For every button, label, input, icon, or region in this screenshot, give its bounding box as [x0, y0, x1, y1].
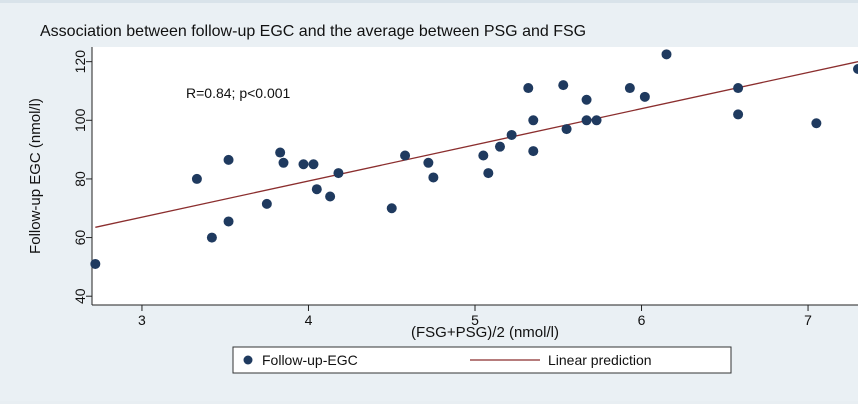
data-point: [386, 203, 397, 214]
y-ticks: 40 60 80 100 120: [72, 50, 92, 304]
data-point: [223, 216, 234, 227]
data-point: [308, 159, 319, 170]
linear-prediction-series: [95, 61, 858, 228]
legend: Follow-up-EGC Linear prediction: [232, 346, 732, 374]
data-point: [639, 91, 650, 102]
y-tick-label: 100: [72, 108, 88, 132]
data-point: [506, 129, 517, 140]
linear-prediction-line: [95, 61, 858, 228]
data-point: [325, 191, 336, 202]
data-point: [523, 83, 534, 94]
data-point: [581, 94, 592, 105]
chart-title: Association between follow-up EGC and th…: [40, 23, 586, 40]
data-point: [400, 150, 411, 161]
data-point: [191, 173, 202, 184]
data-point: [275, 147, 286, 158]
x-tick-label: 6: [638, 312, 646, 328]
data-point: [733, 83, 744, 94]
y-tick-label: 60: [72, 230, 88, 246]
data-point: [223, 154, 234, 165]
data-point: [478, 150, 489, 161]
data-point: [558, 80, 569, 91]
data-point: [581, 115, 592, 126]
data-point: [298, 159, 309, 170]
x-tick-label: 7: [804, 312, 812, 328]
data-point: [811, 118, 822, 129]
x-ticks: 3 4 5 6 7: [138, 305, 812, 328]
correlation-annotation: R=0.84; p<0.001: [186, 85, 291, 101]
data-point: [624, 83, 635, 94]
data-point: [278, 157, 289, 168]
data-point: [311, 184, 322, 195]
x-tick-label: 5: [471, 312, 479, 328]
data-point: [90, 258, 101, 269]
data-point: [206, 232, 217, 243]
data-point: [333, 168, 344, 179]
data-point: [561, 124, 572, 135]
x-tick-label: 3: [138, 312, 146, 328]
data-point: [733, 109, 744, 120]
data-point: [528, 146, 539, 157]
legend-label-follow-up-egc: Follow-up-EGC: [262, 352, 358, 368]
y-tick-label: 80: [72, 171, 88, 187]
y-tick-label: 120: [72, 50, 88, 74]
data-point: [853, 63, 858, 74]
x-axis-title: (FSG+PSG)/2 (nmol/l): [411, 324, 559, 341]
data-point: [494, 141, 505, 152]
data-point: [591, 115, 602, 126]
data-point: [483, 168, 494, 179]
data-point: [261, 198, 272, 209]
x-tick-label: 4: [305, 312, 313, 328]
legend-label-linear-prediction: Linear prediction: [548, 352, 652, 368]
data-point: [423, 157, 434, 168]
data-point: [428, 172, 439, 183]
follow-up-egc-series: [90, 49, 858, 269]
y-axis-title: Follow-up EGC (nmol/l): [27, 98, 44, 254]
data-point: [661, 49, 672, 60]
legend-marker-follow-up-egc: [243, 355, 253, 365]
data-point: [528, 115, 539, 126]
scatter-chart: Association between follow-up EGC and th…: [27, 23, 858, 374]
y-tick-label: 40: [72, 288, 88, 304]
